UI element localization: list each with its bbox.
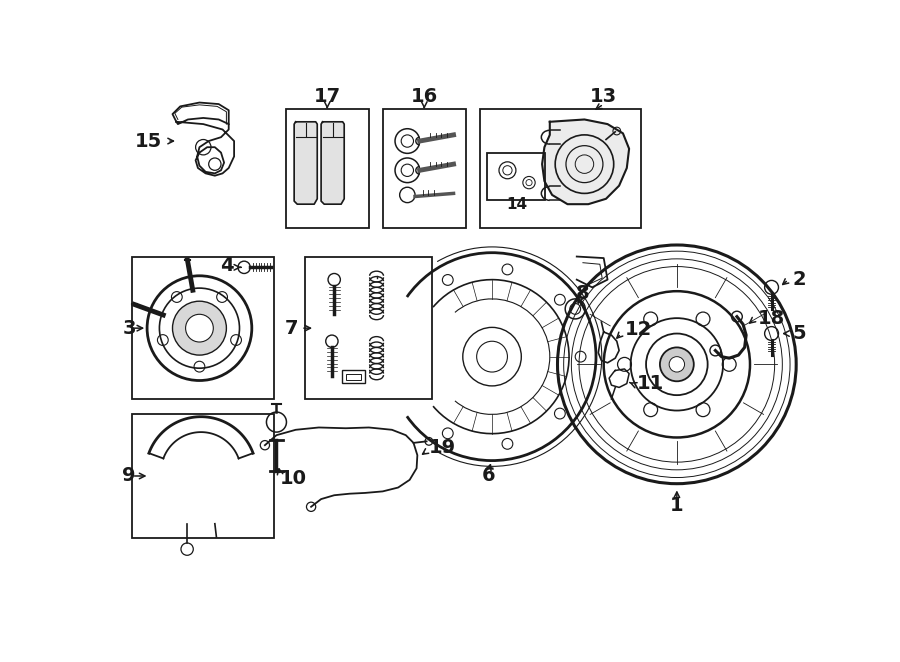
Text: 11: 11 bbox=[637, 374, 664, 393]
Text: 8: 8 bbox=[576, 284, 590, 303]
Text: 19: 19 bbox=[429, 438, 456, 457]
Text: 15: 15 bbox=[135, 132, 163, 150]
Bar bbox=[131, 414, 274, 538]
Bar bbox=[342, 371, 365, 383]
Circle shape bbox=[660, 348, 694, 381]
Text: 2: 2 bbox=[792, 270, 806, 289]
Bar bbox=[285, 109, 369, 228]
Text: 10: 10 bbox=[280, 469, 307, 488]
Circle shape bbox=[185, 314, 213, 342]
Text: 6: 6 bbox=[482, 467, 495, 485]
Text: 1: 1 bbox=[670, 496, 684, 515]
Circle shape bbox=[669, 357, 685, 372]
Bar bbox=[131, 257, 274, 399]
Text: 9: 9 bbox=[122, 467, 136, 485]
Bar bbox=[480, 109, 642, 228]
Text: 16: 16 bbox=[410, 87, 438, 106]
Bar bbox=[305, 257, 432, 399]
Polygon shape bbox=[542, 119, 629, 204]
Polygon shape bbox=[294, 122, 318, 204]
Text: 4: 4 bbox=[220, 256, 233, 275]
Circle shape bbox=[173, 301, 227, 355]
Text: 18: 18 bbox=[758, 308, 785, 328]
Text: 13: 13 bbox=[590, 87, 617, 106]
Text: 14: 14 bbox=[506, 197, 527, 213]
Bar bbox=[346, 373, 361, 380]
Bar bbox=[488, 152, 545, 201]
Text: 5: 5 bbox=[792, 324, 806, 343]
Text: 7: 7 bbox=[284, 318, 298, 338]
Polygon shape bbox=[321, 122, 344, 204]
Text: 3: 3 bbox=[122, 318, 136, 338]
Bar bbox=[382, 109, 466, 228]
Text: 12: 12 bbox=[625, 320, 652, 339]
Text: 17: 17 bbox=[314, 87, 341, 106]
